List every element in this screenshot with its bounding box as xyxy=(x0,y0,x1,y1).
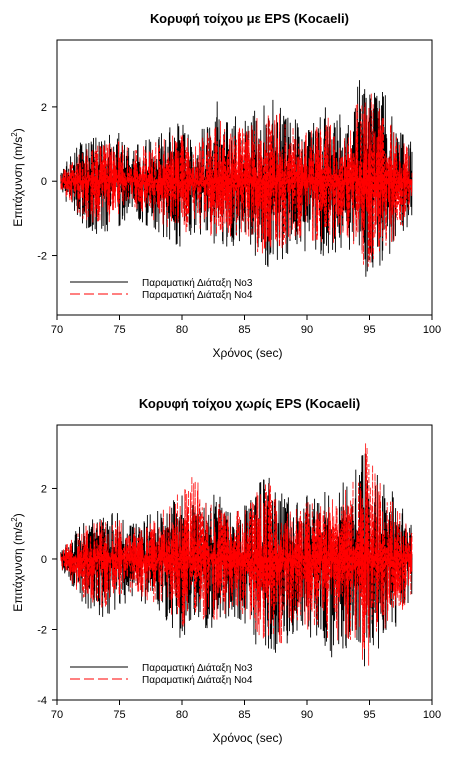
legend-label: Παραματική Διάταξη No4 xyxy=(142,674,253,686)
chart-title: Κορυφή τοίχου χωρίς EPS (Kocaeli) xyxy=(139,396,360,411)
chart-panel-top: Κορυφή τοίχου με EPS (Kocaeli) 70 75 80 85 90… xyxy=(0,0,458,378)
x-tick-label: 95 xyxy=(363,324,375,336)
y-tick-label: 2 xyxy=(41,102,47,114)
y-axis-label: Επιτάχυνση (m/s2) xyxy=(10,128,25,227)
y-tick-label: -2 xyxy=(37,251,47,263)
chart-panel-bottom: Κορυφή τοίχου χωρίς EPS (Kocaeli) 70 75 80 8… xyxy=(0,385,458,763)
x-tick-label: 90 xyxy=(301,709,313,721)
series-line-no4 xyxy=(60,93,413,267)
x-tick-label: 80 xyxy=(176,324,188,336)
chart-top: Κορυφή τοίχου με EPS (Kocaeli) 70 75 80 85 90… xyxy=(10,11,441,360)
x-tick-label: 70 xyxy=(51,324,63,336)
x-tick-label: 75 xyxy=(113,324,125,336)
x-tick-label: 95 xyxy=(363,709,375,721)
y-tick-label: 0 xyxy=(41,176,47,188)
y-tick-label: -2 xyxy=(37,624,47,636)
y-tick-label: 0 xyxy=(41,554,47,566)
x-tick-label: 90 xyxy=(301,324,313,336)
y-tick-label: 2 xyxy=(41,483,47,495)
x-tick-label: 70 xyxy=(51,709,63,721)
y-tick-label: -4 xyxy=(37,695,47,707)
x-tick-label: 100 xyxy=(423,709,441,721)
legend-label: Παραματική Διάταξη No3 xyxy=(142,277,253,289)
chart-title: Κορυφή τοίχου με EPS (Kocaeli) xyxy=(150,11,349,26)
x-tick-label: 100 xyxy=(423,324,441,336)
y-axis-label: Επιτάχυνση (m/s2) xyxy=(10,513,25,612)
x-axis-label: Χρόνος (sec) xyxy=(213,731,283,745)
chart-bottom: Κορυφή τοίχου χωρίς EPS (Kocaeli) 70 75 80 8… xyxy=(10,396,441,745)
x-tick-label: 85 xyxy=(238,709,250,721)
x-tick-label: 80 xyxy=(176,709,188,721)
legend-label: Παραματική Διάταξη No4 xyxy=(142,289,253,301)
legend-label: Παραματική Διάταξη No3 xyxy=(142,662,253,674)
series-line-no4 xyxy=(60,443,413,666)
x-axis-label: Χρόνος (sec) xyxy=(213,346,283,360)
x-tick-label: 75 xyxy=(113,709,125,721)
x-tick-label: 85 xyxy=(238,324,250,336)
